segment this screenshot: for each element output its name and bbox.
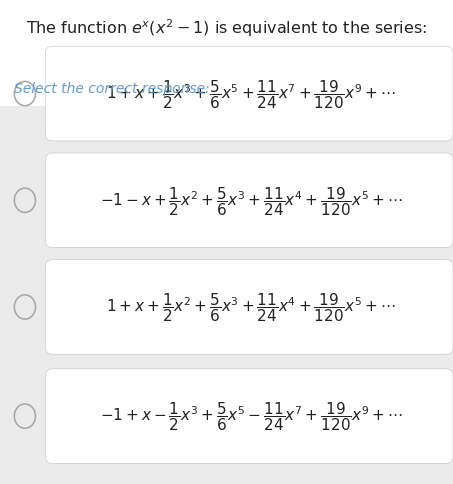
FancyBboxPatch shape bbox=[0, 0, 453, 106]
Text: Select the correct response:: Select the correct response: bbox=[14, 82, 209, 96]
Text: $-1 + x - \dfrac{1}{2}x^3 + \dfrac{5}{6}x^5 - \dfrac{11}{24}x^7 + \dfrac{19}{120: $-1 + x - \dfrac{1}{2}x^3 + \dfrac{5}{6}… bbox=[100, 400, 403, 433]
Text: $1 + x + \dfrac{1}{2}x^2 + \dfrac{5}{6}x^3 + \dfrac{11}{24}x^4 + \dfrac{19}{120}: $1 + x + \dfrac{1}{2}x^2 + \dfrac{5}{6}x… bbox=[106, 291, 396, 324]
FancyBboxPatch shape bbox=[45, 369, 453, 464]
Text: $1 + x + \dfrac{1}{2}x^3 + \dfrac{5}{6}x^5 + \dfrac{11}{24}x^7 + \dfrac{19}{120}: $1 + x + \dfrac{1}{2}x^3 + \dfrac{5}{6}x… bbox=[106, 78, 396, 111]
FancyBboxPatch shape bbox=[45, 154, 453, 248]
FancyBboxPatch shape bbox=[45, 260, 453, 355]
Text: The function $e^x(x^2 - 1)$ is equivalent to the series:: The function $e^x(x^2 - 1)$ is equivalen… bbox=[26, 17, 427, 39]
FancyBboxPatch shape bbox=[45, 47, 453, 141]
FancyBboxPatch shape bbox=[0, 106, 453, 484]
Text: $-1 - x + \dfrac{1}{2}x^2 + \dfrac{5}{6}x^3 + \dfrac{11}{24}x^4 + \dfrac{19}{120: $-1 - x + \dfrac{1}{2}x^2 + \dfrac{5}{6}… bbox=[100, 184, 403, 217]
